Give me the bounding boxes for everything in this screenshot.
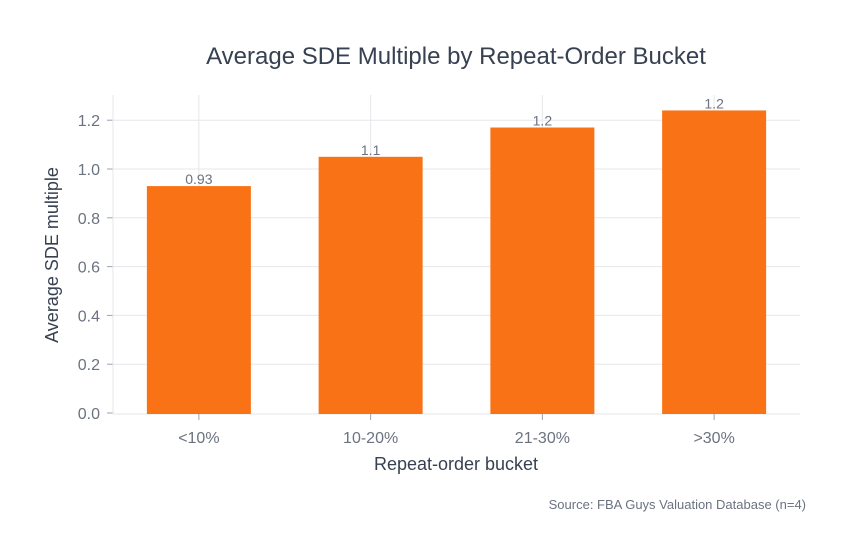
y-tick-label: 1.2 (78, 113, 100, 130)
y-tick-label: 0.2 (78, 357, 100, 374)
data-label: 1.1 (361, 142, 381, 158)
bar (318, 156, 423, 415)
data-label: 1.2 (704, 95, 724, 111)
bar (662, 110, 767, 414)
x-tick-label: <10% (178, 430, 219, 447)
data-label: 0.93 (185, 171, 212, 187)
bar (146, 186, 251, 414)
y-tick-label: 0.6 (78, 260, 100, 277)
x-tick-label: >30% (693, 430, 734, 447)
data-label: 1.2 (533, 113, 553, 129)
x-tick-label: 21-30% (515, 430, 570, 447)
chart-title: Average SDE Multiple by Repeat-Order Buc… (206, 43, 706, 70)
x-axis-label: Repeat-order bucket (374, 454, 538, 474)
source-note: Source: FBA Guys Valuation Database (n=4… (549, 497, 806, 512)
x-tick-label: 10-20% (343, 430, 398, 447)
y-axis-label: Average SDE multiple (42, 167, 62, 343)
y-tick-label: 0.8 (78, 211, 100, 228)
y-tick-label: 0.4 (78, 308, 100, 325)
y-tick-label: 0.0 (78, 406, 100, 423)
y-tick-label: 1.0 (78, 162, 100, 179)
bar (490, 127, 595, 415)
